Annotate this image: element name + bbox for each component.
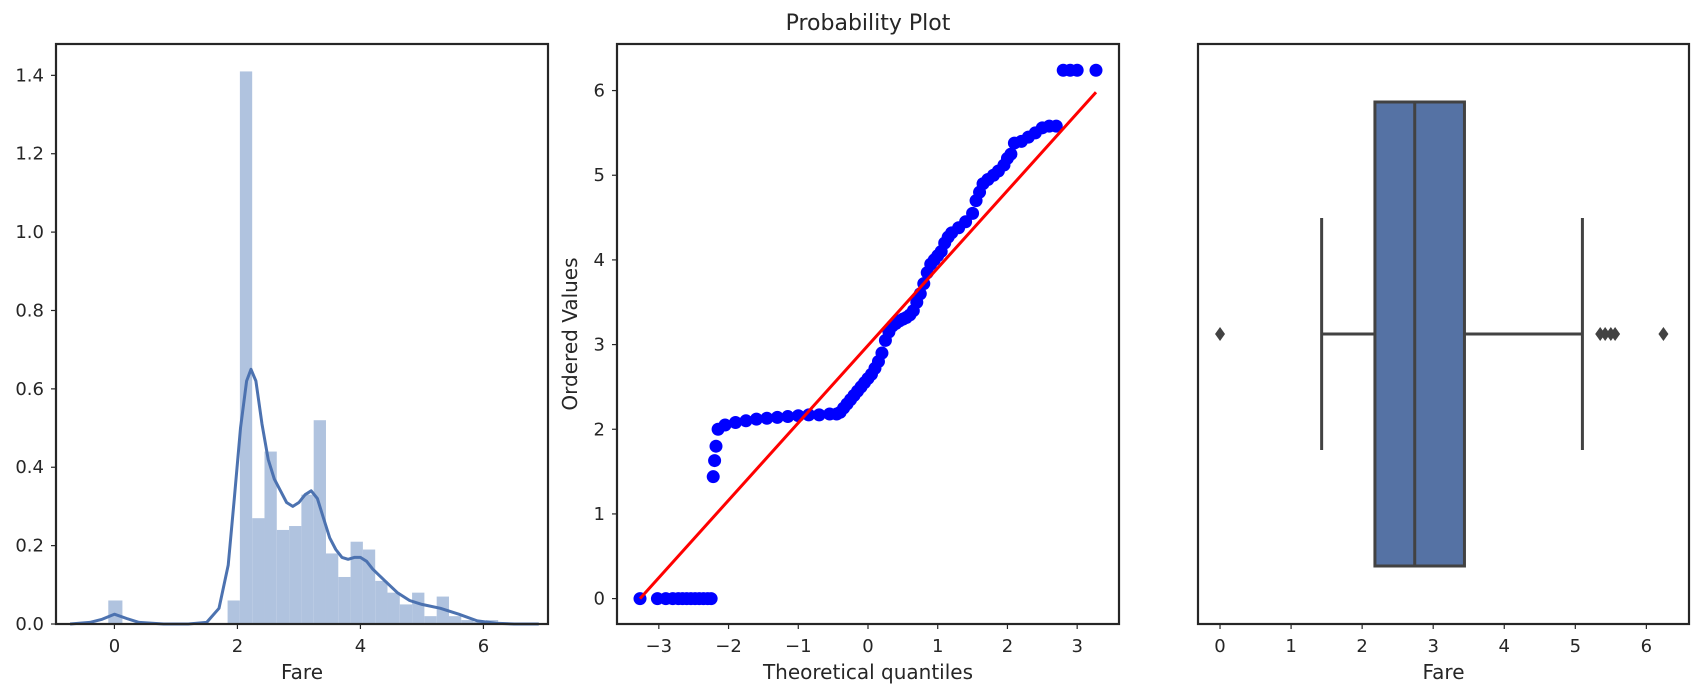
histogram-bar <box>375 580 388 624</box>
quantile-point <box>729 415 743 429</box>
boxplot-axes-frame <box>1196 42 1691 626</box>
quantile-point <box>760 411 774 425</box>
histogram-bar <box>412 592 425 624</box>
histogram-bar <box>289 526 302 624</box>
quantile-point <box>802 408 816 422</box>
histogram-x-tick-label: 2 <box>232 636 243 657</box>
boxplot-x-tick-label: 3 <box>1427 636 1438 657</box>
boxplot-x-tick-label: 1 <box>1285 636 1296 657</box>
histogram-bar <box>301 494 314 624</box>
histogram-bar <box>108 600 123 624</box>
histogram-bar <box>338 576 351 624</box>
histogram-x-tick-label: 0 <box>109 636 120 657</box>
probability-plot-x-tick-label: −2 <box>715 636 742 657</box>
quantile-point <box>1004 147 1018 161</box>
boxplot-x-tick-label: 6 <box>1641 636 1652 657</box>
histogram-bar <box>387 592 400 624</box>
outlier-marker <box>1215 327 1226 341</box>
outlier-marker <box>1658 327 1669 341</box>
histogram-y-tick-label: 0.4 <box>15 457 44 478</box>
probability-plot-y-tick-label: 1 <box>594 504 605 525</box>
quantile-point <box>1049 119 1063 133</box>
probability-plot-y-axis-label: Ordered Values <box>558 257 582 410</box>
histogram-panel: 0 2 4 6 0.0 0.2 0.4 0.6 0.8 1.0 1.2 1.4 Fare <box>15 42 550 684</box>
histogram-bar <box>276 529 290 624</box>
histogram-bar <box>239 71 253 624</box>
boxplot-panel: 0 1 2 3 4 5 6 Fare <box>1196 42 1691 684</box>
boxplot-x-tick-label: 2 <box>1356 636 1367 657</box>
histogram-y-tick-label: 1.0 <box>15 222 44 243</box>
histogram-bar <box>424 616 437 624</box>
probability-plot-panel: −3 −2 −1 0 1 2 3 0 1 2 3 4 5 6 Probability Plot Theor… <box>558 11 1121 684</box>
histogram-bar <box>325 553 339 624</box>
probability-plot-y-tick-label: 6 <box>594 81 605 102</box>
quantile-point <box>708 454 722 468</box>
probability-plot-x-tick-label: −3 <box>646 636 673 657</box>
quantile-point <box>718 418 732 432</box>
quantile-point <box>739 414 753 428</box>
histogram-bar <box>461 620 474 624</box>
boxplot-x-tick-label: 0 <box>1214 636 1225 657</box>
interquartile-box <box>1373 100 1466 568</box>
quantile-point <box>1070 63 1084 77</box>
histogram-bar <box>399 604 413 624</box>
histogram-y-tick-label: 0.8 <box>15 300 44 321</box>
histogram-y-tick-label: 1.4 <box>15 65 44 86</box>
histogram-x-tick-label: 6 <box>478 636 489 657</box>
histogram-x-axis-label: Fare <box>281 660 323 684</box>
probability-plot-y-tick-label: 4 <box>594 250 605 271</box>
boxplot-x-tick-label: 5 <box>1570 636 1581 657</box>
fit-line <box>638 91 1098 600</box>
histogram-bar <box>350 541 363 624</box>
quantile-point <box>704 592 718 606</box>
quantile-point <box>770 410 784 424</box>
histogram-axes-frame <box>54 42 550 626</box>
histogram-bar <box>252 518 265 624</box>
probability-plot-title: Probability Plot <box>786 11 951 36</box>
histogram-bar <box>227 600 240 624</box>
probability-plot-y-tick-label: 0 <box>594 589 605 610</box>
boxplot-x-axis-label: Fare <box>1422 660 1464 684</box>
histogram-y-tick-label: 1.2 <box>15 144 44 165</box>
histogram-bar <box>313 420 326 624</box>
quantile-point <box>781 410 795 424</box>
histogram-bar <box>264 451 277 624</box>
quantile-point <box>709 439 723 453</box>
probability-plot-x-tick-label: −1 <box>785 636 812 657</box>
histogram-y-tick-label: 0.2 <box>15 536 44 557</box>
probability-plot-x-tick-label: 3 <box>1071 636 1082 657</box>
quantile-point <box>812 408 826 422</box>
outlier-marker <box>1600 327 1611 341</box>
histogram-y-tick-label: 0.6 <box>15 379 44 400</box>
histogram-bar <box>448 616 462 624</box>
probability-plot-x-tick-label: 1 <box>932 636 943 657</box>
boxplot-x-tick-label: 4 <box>1499 636 1510 657</box>
probability-plot-x-tick-label: 0 <box>862 636 873 657</box>
quantile-point <box>749 412 763 426</box>
probability-plot-y-tick-label: 2 <box>594 419 605 440</box>
probability-plot-y-tick-label: 5 <box>594 165 605 186</box>
outlier-marker <box>1610 327 1621 341</box>
probability-plot-x-tick-label: 2 <box>1002 636 1013 657</box>
quantile-point <box>966 206 980 220</box>
probability-plot-y-tick-label: 3 <box>594 335 605 356</box>
quantile-point <box>875 346 889 360</box>
quantile-point <box>706 470 720 484</box>
probability-plot-x-axis-label: Theoretical quantiles <box>762 660 973 684</box>
histogram-x-tick-label: 4 <box>355 636 366 657</box>
quantile-point <box>1089 63 1103 77</box>
histogram-y-tick-label: 0.0 <box>15 614 44 635</box>
